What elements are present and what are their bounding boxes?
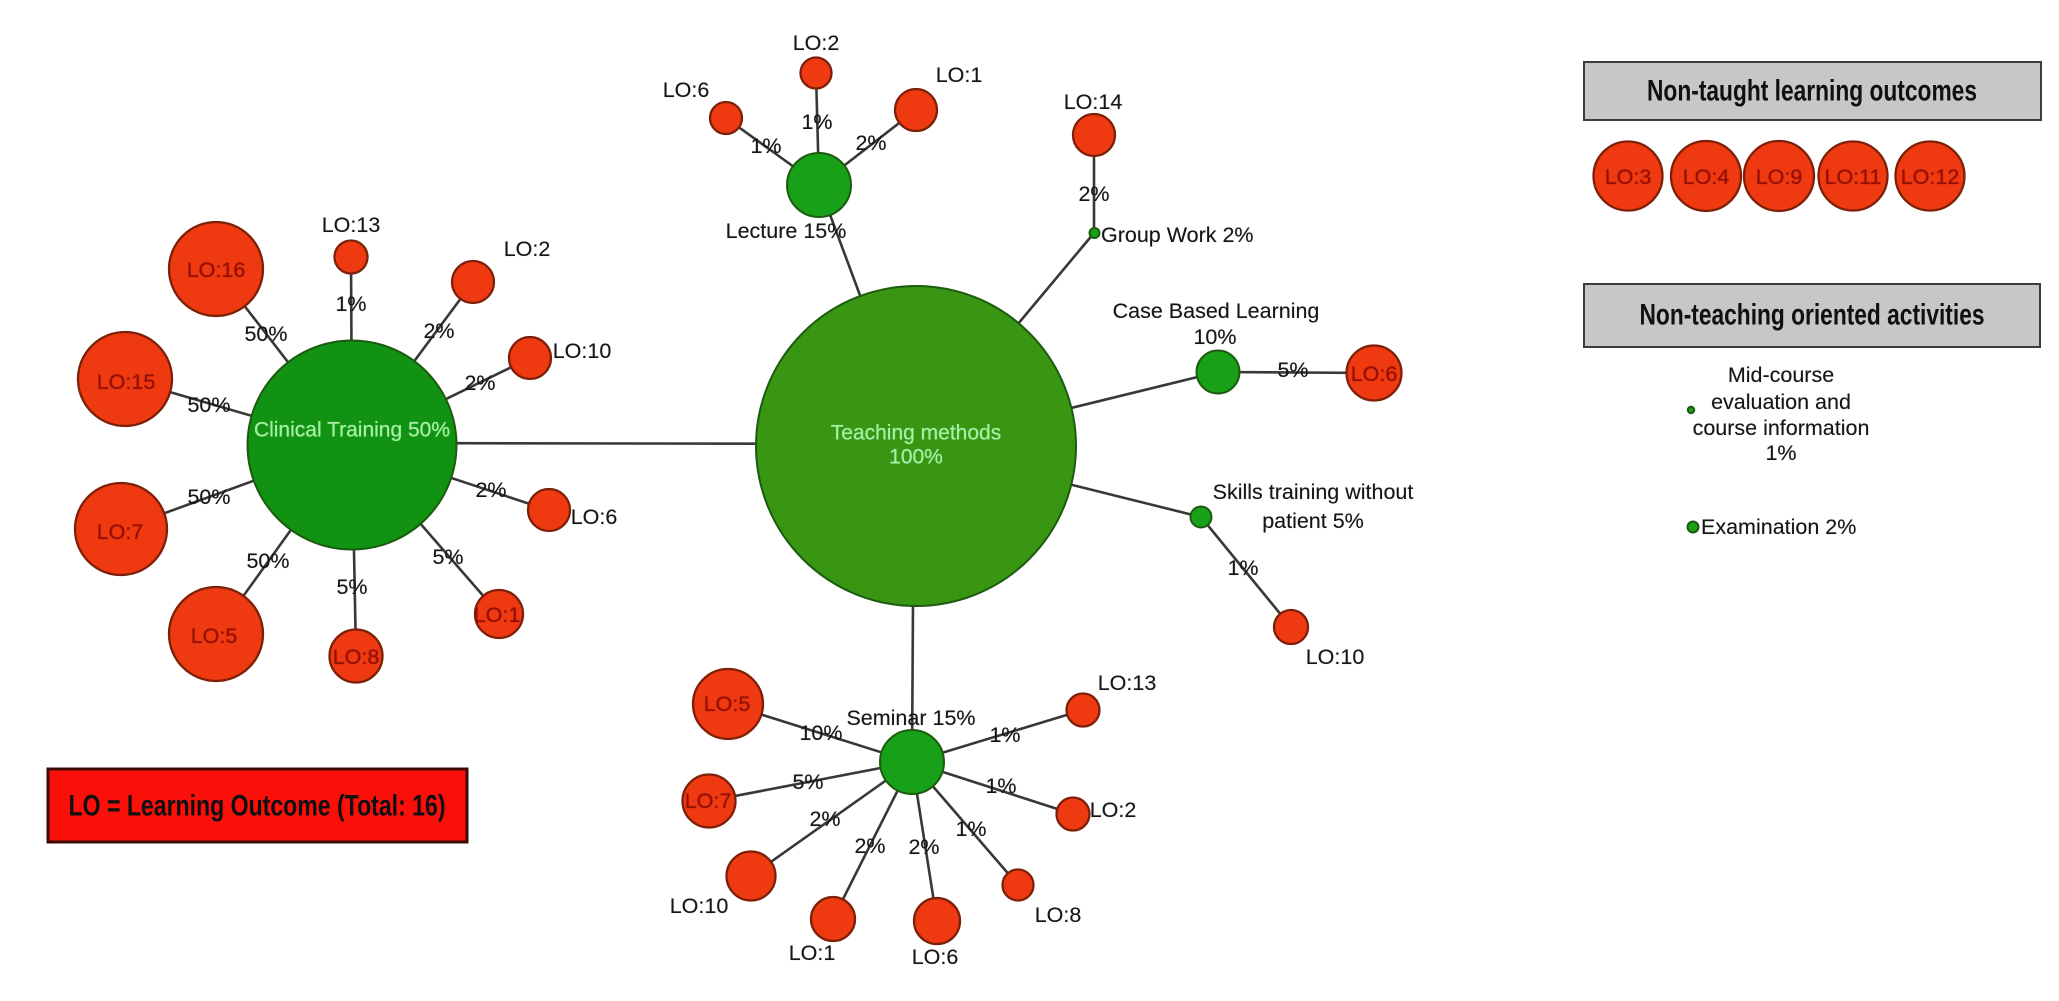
svg-text:5%: 5% <box>1277 358 1308 382</box>
svg-text:2%: 2% <box>1078 182 1109 206</box>
svg-text:Teaching methods: Teaching methods <box>831 422 1001 445</box>
svg-text:LO:8: LO:8 <box>333 645 380 669</box>
svg-text:LO:7: LO:7 <box>97 520 144 544</box>
svg-text:1%: 1% <box>1227 556 1258 580</box>
svg-text:2%: 2% <box>908 835 939 859</box>
svg-text:LO:5: LO:5 <box>704 692 751 716</box>
svg-text:LO:2: LO:2 <box>793 31 840 55</box>
svg-text:LO:6: LO:6 <box>912 945 959 969</box>
svg-text:1%: 1% <box>750 134 781 158</box>
svg-text:patient 5%: patient 5% <box>1262 509 1364 533</box>
svg-text:LO:10: LO:10 <box>553 339 612 363</box>
svg-text:1%: 1% <box>335 292 366 316</box>
svg-text:evaluation and: evaluation and <box>1711 390 1851 414</box>
svg-text:course information: course information <box>1693 416 1870 440</box>
svg-text:Non-taught learning outcomes: Non-taught learning outcomes <box>1647 75 1977 108</box>
svg-text:50%: 50% <box>246 549 289 573</box>
svg-text:LO:14: LO:14 <box>1064 90 1123 114</box>
svg-text:2%: 2% <box>464 371 495 395</box>
svg-text:10%: 10% <box>1193 325 1236 349</box>
svg-text:5%: 5% <box>432 545 463 569</box>
svg-text:50%: 50% <box>187 485 230 509</box>
svg-text:LO:13: LO:13 <box>1098 671 1157 695</box>
svg-text:LO:6: LO:6 <box>663 78 710 102</box>
svg-text:LO:6: LO:6 <box>1351 362 1398 386</box>
svg-text:Mid-course: Mid-course <box>1728 363 1834 387</box>
svg-text:10%: 10% <box>799 721 842 745</box>
svg-text:2%: 2% <box>855 131 886 155</box>
svg-text:LO:8: LO:8 <box>1035 903 1082 927</box>
svg-text:50%: 50% <box>187 393 230 417</box>
svg-text:Lecture 15%: Lecture 15% <box>726 219 847 243</box>
svg-text:Clinical Training 50%: Clinical Training 50% <box>254 419 450 442</box>
svg-text:1%: 1% <box>989 723 1020 747</box>
svg-text:LO = Learning Outcome (Total:: LO = Learning Outcome (Total: 16) <box>69 790 446 823</box>
svg-text:1%: 1% <box>1765 441 1796 465</box>
svg-text:LO:6: LO:6 <box>571 505 618 529</box>
svg-text:LO:4: LO:4 <box>1683 165 1730 189</box>
svg-text:2%: 2% <box>423 319 454 343</box>
svg-text:LO:13: LO:13 <box>322 213 381 237</box>
svg-text:LO:1: LO:1 <box>474 603 521 627</box>
svg-text:Examination 2%: Examination 2% <box>1701 515 1856 539</box>
svg-text:LO:15: LO:15 <box>97 370 156 394</box>
svg-text:LO:2: LO:2 <box>1090 798 1137 822</box>
svg-text:LO:7: LO:7 <box>685 789 732 813</box>
svg-text:2%: 2% <box>809 807 840 831</box>
svg-text:2%: 2% <box>854 834 885 858</box>
svg-text:100%: 100% <box>889 446 943 469</box>
svg-text:LO:1: LO:1 <box>936 63 983 87</box>
svg-text:LO:2: LO:2 <box>504 237 551 261</box>
svg-text:LO:3: LO:3 <box>1605 165 1652 189</box>
svg-text:Group Work 2%: Group Work 2% <box>1101 223 1254 247</box>
svg-text:Seminar 15%: Seminar 15% <box>846 706 975 730</box>
svg-text:5%: 5% <box>336 575 367 599</box>
svg-text:1%: 1% <box>801 110 832 134</box>
svg-text:2%: 2% <box>475 478 506 502</box>
svg-text:50%: 50% <box>244 322 287 346</box>
svg-text:LO:5: LO:5 <box>191 624 238 648</box>
svg-text:LO:12: LO:12 <box>1901 165 1960 189</box>
svg-text:1%: 1% <box>985 774 1016 798</box>
svg-text:Non-teaching oriented activiti: Non-teaching oriented activities <box>1640 299 1985 332</box>
svg-text:Skills training without: Skills training without <box>1213 480 1414 504</box>
svg-text:1%: 1% <box>955 817 986 841</box>
svg-text:LO:9: LO:9 <box>1756 165 1803 189</box>
svg-text:5%: 5% <box>792 770 823 794</box>
svg-text:LO:11: LO:11 <box>1825 165 1882 189</box>
svg-text:LO:10: LO:10 <box>1306 645 1365 669</box>
svg-text:LO:16: LO:16 <box>187 258 246 282</box>
svg-text:LO:10: LO:10 <box>670 894 729 918</box>
svg-text:Case Based Learning: Case Based Learning <box>1113 299 1320 323</box>
svg-text:LO:1: LO:1 <box>789 941 836 965</box>
